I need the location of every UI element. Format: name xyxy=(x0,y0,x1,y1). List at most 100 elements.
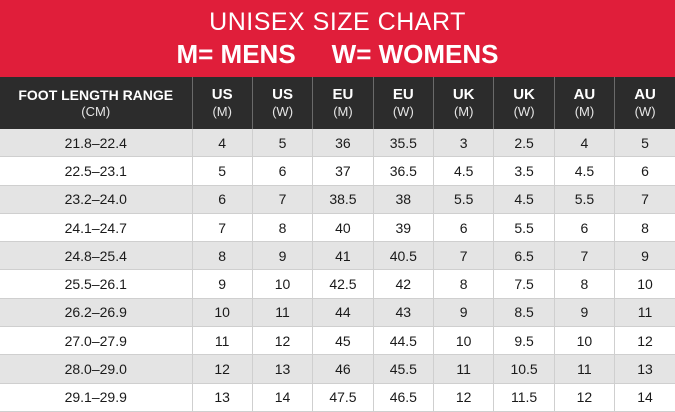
cell-uk-w: 5.5 xyxy=(493,213,555,243)
cell-au-m: 10 xyxy=(554,326,616,356)
header-label: EU xyxy=(332,86,354,103)
cell-foot-length: 23.2–24.0 xyxy=(0,185,193,214)
cell-au-w: 9 xyxy=(614,241,675,271)
cell-eu-w: 40.5 xyxy=(373,241,435,271)
header-gender: (W) xyxy=(392,104,414,119)
cell-us-m: 12 xyxy=(192,354,253,384)
cell-eu-m: 44 xyxy=(312,298,374,328)
cell-eu-w: 46.5 xyxy=(373,383,435,412)
cell-us-w: 7 xyxy=(252,185,314,214)
table-row: 26.2–26.9 10 11 44 43 9 8.5 9 11 xyxy=(0,298,675,328)
size-table: FOOT LENGTH RANGE (CM) US (M) US (W) EU … xyxy=(0,77,675,412)
header-gender: (M) xyxy=(333,104,353,119)
cell-uk-m: 6 xyxy=(433,213,495,243)
cell-uk-m: 8 xyxy=(433,269,495,299)
cell-uk-m: 10 xyxy=(433,326,495,356)
cell-us-m: 5 xyxy=(192,156,253,186)
title-banner: UNISEX SIZE CHART M= MENS W= WOMENS xyxy=(0,0,675,77)
cell-us-m: 7 xyxy=(192,213,253,243)
cell-au-m: 8 xyxy=(554,269,616,299)
cell-eu-m: 47.5 xyxy=(312,383,374,412)
cell-au-m: 11 xyxy=(554,354,616,384)
table-row: 21.8–22.4 4 5 36 35.5 3 2.5 4 5 xyxy=(0,129,675,158)
cell-us-w: 8 xyxy=(252,213,314,243)
cell-us-w: 6 xyxy=(252,156,314,186)
chart-title: UNISEX SIZE CHART xyxy=(209,8,466,36)
cell-eu-w: 36.5 xyxy=(373,156,435,186)
cell-eu-m: 37 xyxy=(312,156,374,186)
cell-au-m: 4.5 xyxy=(554,156,616,186)
cell-uk-w: 7.5 xyxy=(493,269,555,299)
cell-uk-w: 4.5 xyxy=(493,185,555,214)
cell-foot-length: 29.1–29.9 xyxy=(0,383,193,412)
table-row: 29.1–29.9 13 14 47.5 46.5 12 11.5 12 14 xyxy=(0,383,675,412)
cell-us-m: 8 xyxy=(192,241,253,271)
cell-uk-w: 3.5 xyxy=(493,156,555,186)
cell-au-m: 7 xyxy=(554,241,616,271)
cell-eu-w: 38 xyxy=(373,185,435,214)
cell-us-m: 9 xyxy=(192,269,253,299)
cell-us-w: 12 xyxy=(252,326,314,356)
cell-us-w: 14 xyxy=(252,383,314,412)
cell-uk-m: 3 xyxy=(433,129,495,158)
cell-au-m: 4 xyxy=(554,129,616,158)
cell-uk-w: 2.5 xyxy=(493,129,555,158)
table-body: 21.8–22.4 4 5 36 35.5 3 2.5 4 5 22.5–23.1 5 6 37 36.5… xyxy=(0,129,675,412)
cell-foot-length: 22.5–23.1 xyxy=(0,156,193,186)
table-row: 24.8–25.4 8 9 41 40.5 7 6.5 7 9 xyxy=(0,241,675,271)
header-label: FOOT LENGTH RANGE xyxy=(18,87,174,103)
header-label: AU xyxy=(634,86,656,103)
cell-eu-m: 45 xyxy=(312,326,374,356)
header-us-m: US (M) xyxy=(192,77,253,129)
table-row: 23.2–24.0 6 7 38.5 38 5.5 4.5 5.5 7 xyxy=(0,185,675,214)
cell-uk-m: 7 xyxy=(433,241,495,271)
cell-us-m: 10 xyxy=(192,298,253,328)
header-eu-m: EU (M) xyxy=(312,77,374,129)
cell-au-m: 5.5 xyxy=(554,185,616,214)
cell-au-w: 11 xyxy=(614,298,675,328)
cell-eu-m: 41 xyxy=(312,241,374,271)
header-gender: (M) xyxy=(212,104,232,119)
cell-us-m: 13 xyxy=(192,383,253,412)
table-row: 22.5–23.1 5 6 37 36.5 4.5 3.5 4.5 6 xyxy=(0,156,675,186)
header-label: AU xyxy=(573,86,596,103)
header-gender: (M) xyxy=(453,104,474,119)
cell-au-w: 10 xyxy=(614,269,675,299)
table-row: 24.1–24.7 7 8 40 39 6 5.5 6 8 xyxy=(0,213,675,243)
cell-foot-length: 25.5–26.1 xyxy=(0,269,193,299)
cell-eu-m: 40 xyxy=(312,213,374,243)
cell-uk-m: 4.5 xyxy=(433,156,495,186)
header-us-w: US (W) xyxy=(252,77,314,129)
header-foot-length: FOOT LENGTH RANGE (CM) xyxy=(0,77,193,129)
cell-eu-w: 43 xyxy=(373,298,435,328)
cell-au-m: 9 xyxy=(554,298,616,328)
table-row: 25.5–26.1 9 10 42.5 42 8 7.5 8 10 xyxy=(0,269,675,299)
cell-foot-length: 24.1–24.7 xyxy=(0,213,193,243)
cell-eu-w: 35.5 xyxy=(373,129,435,158)
cell-eu-w: 39 xyxy=(373,213,435,243)
mens-legend: M= MENS xyxy=(176,39,296,69)
header-au-w: AU (W) xyxy=(614,77,675,129)
cell-us-w: 10 xyxy=(252,269,314,299)
header-label: UK xyxy=(513,86,535,103)
cell-foot-length: 21.8–22.4 xyxy=(0,129,193,158)
cell-us-m: 11 xyxy=(192,326,253,356)
header-au-m: AU (M) xyxy=(554,77,616,129)
header-label: US xyxy=(272,86,293,103)
cell-us-w: 9 xyxy=(252,241,314,271)
table-row: 28.0–29.0 12 13 46 45.5 11 10.5 11 13 xyxy=(0,354,675,384)
cell-uk-m: 12 xyxy=(433,383,495,412)
header-gender: (M) xyxy=(574,104,595,119)
table-row: 27.0–27.9 11 12 45 44.5 10 9.5 10 12 xyxy=(0,326,675,356)
header-unit: (CM) xyxy=(81,104,111,119)
header-gender: (W) xyxy=(513,104,535,119)
cell-uk-m: 11 xyxy=(433,354,495,384)
cell-au-w: 7 xyxy=(614,185,675,214)
cell-au-w: 13 xyxy=(614,354,675,384)
legend-line: M= MENS W= WOMENS xyxy=(176,39,498,69)
cell-us-w: 13 xyxy=(252,354,314,384)
cell-foot-length: 26.2–26.9 xyxy=(0,298,193,328)
cell-uk-w: 10.5 xyxy=(493,354,555,384)
cell-uk-m: 9 xyxy=(433,298,495,328)
cell-us-w: 5 xyxy=(252,129,314,158)
